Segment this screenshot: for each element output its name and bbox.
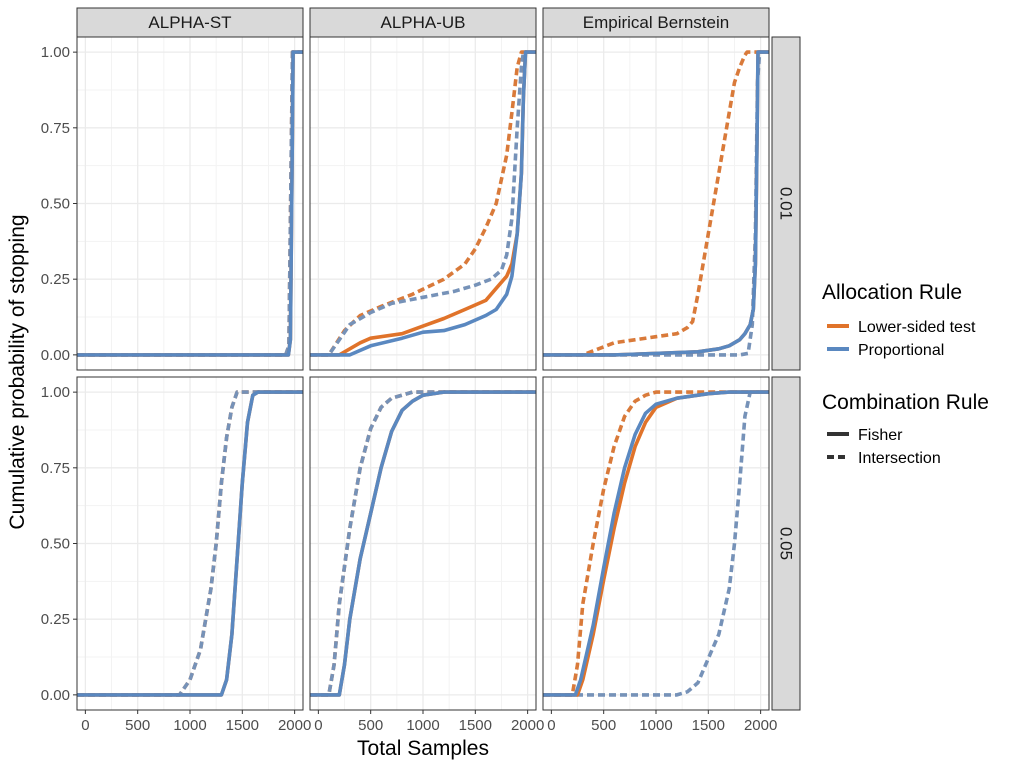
- y-tick-label: 0.75: [41, 120, 70, 137]
- x-tick-label: 1000: [639, 717, 672, 734]
- strip-alpha-st: ALPHA-ST: [76, 7, 304, 38]
- row-strip-label: 0.05: [777, 527, 796, 560]
- panel-alpha-ub-0-01: [309, 36, 537, 371]
- x-tick-label: 0: [314, 717, 322, 734]
- series-line-proportional-intersection: [77, 390, 303, 697]
- panel-empirical-bernstein-0-01: [542, 36, 770, 371]
- y-tick-label: 0.00: [41, 687, 70, 704]
- strip-alpha-ub: ALPHA-UB: [309, 7, 537, 38]
- series-line-proportional-intersection: [543, 390, 769, 697]
- y-tick-label: 0.50: [41, 536, 70, 553]
- x-tick-label: 1000: [173, 717, 206, 734]
- strip-bg: [542, 7, 770, 38]
- row-strip-bg: [771, 376, 801, 711]
- strip-label: ALPHA-UB: [380, 13, 465, 32]
- panel-alpha-st-0-01: [76, 36, 304, 371]
- series-line-proportional-intersection: [310, 50, 536, 357]
- series-line-proportional-fisher: [310, 50, 536, 357]
- x-tick-label: 2000: [511, 717, 544, 734]
- x-tick-label: 1500: [692, 717, 725, 734]
- x-tick-label: 1000: [406, 717, 439, 734]
- y-tick-label: 0.25: [41, 611, 70, 628]
- x-tick-label: 1500: [226, 717, 259, 734]
- series-line-proportional-fisher: [543, 50, 769, 357]
- series-line-proportional-fisher: [310, 390, 536, 697]
- axes-layer: 0 500 1000 1500 2000 0 500 1000 1500 2000 0 500 1000…: [41, 44, 778, 734]
- series-line-lower-sided-test-intersection: [543, 50, 769, 357]
- strip-empirical-bernstein: Empirical Bernstein: [542, 7, 770, 38]
- y-axis-title: Cumulative probability of stopping: [6, 214, 29, 529]
- legend-label-lower-sided: Lower-sided test: [858, 319, 976, 336]
- x-tick-label: 1500: [459, 717, 492, 734]
- legend-allocation-title: Allocation Rule: [822, 281, 962, 304]
- series-line-proportional-fisher: [77, 390, 303, 697]
- legend-label-fisher: Fisher: [858, 427, 903, 444]
- strip-label: ALPHA-ST: [148, 13, 231, 32]
- series-line-lower-sided-test-intersection: [543, 390, 769, 697]
- panels-layer: [76, 36, 770, 711]
- panel-empirical-bernstein-0-05: [542, 376, 770, 711]
- x-tick-label: 2000: [744, 717, 777, 734]
- row-strip-0-01: 0.01: [771, 36, 801, 371]
- series-line-proportional-fisher: [543, 390, 769, 697]
- x-axis-title: Total Samples: [357, 737, 489, 760]
- x-tick-label: 2000: [278, 717, 311, 734]
- y-tick-label: 0.25: [41, 271, 70, 288]
- legend-label-intersection: Intersection: [858, 450, 941, 467]
- legend: Allocation Rule Lower-sided test Proport…: [822, 281, 989, 467]
- x-tick-label: 500: [591, 717, 616, 734]
- row-strip-label: 0.01: [777, 187, 796, 220]
- y-tick-label: 1.00: [41, 44, 70, 61]
- row-strip-bg: [771, 36, 801, 371]
- y-tick-label: 0.75: [41, 460, 70, 477]
- y-tick-label: 1.00: [41, 384, 70, 401]
- series-line-proportional-fisher: [77, 50, 303, 357]
- x-tick-label: 0: [547, 717, 555, 734]
- panel-alpha-st-0-05: [76, 376, 304, 711]
- x-tick-label: 500: [125, 717, 150, 734]
- strips-layer: ALPHA-ST ALPHA-UB Empirical Bernstein 0.01 0…: [76, 7, 801, 711]
- legend-label-proportional: Proportional: [858, 342, 944, 359]
- strip-bg: [309, 7, 537, 38]
- x-tick-label: 0: [81, 717, 89, 734]
- legend-combination-title: Combination Rule: [822, 391, 989, 414]
- y-tick-label: 0.50: [41, 196, 70, 213]
- panel-alpha-ub-0-05: [309, 376, 537, 711]
- x-tick-label: 500: [358, 717, 383, 734]
- strip-label: Empirical Bernstein: [583, 13, 729, 32]
- series-line-proportional-intersection: [310, 390, 536, 697]
- row-strip-0-05: 0.05: [771, 376, 801, 711]
- y-tick-label: 0.00: [41, 347, 70, 364]
- strip-bg: [76, 7, 304, 38]
